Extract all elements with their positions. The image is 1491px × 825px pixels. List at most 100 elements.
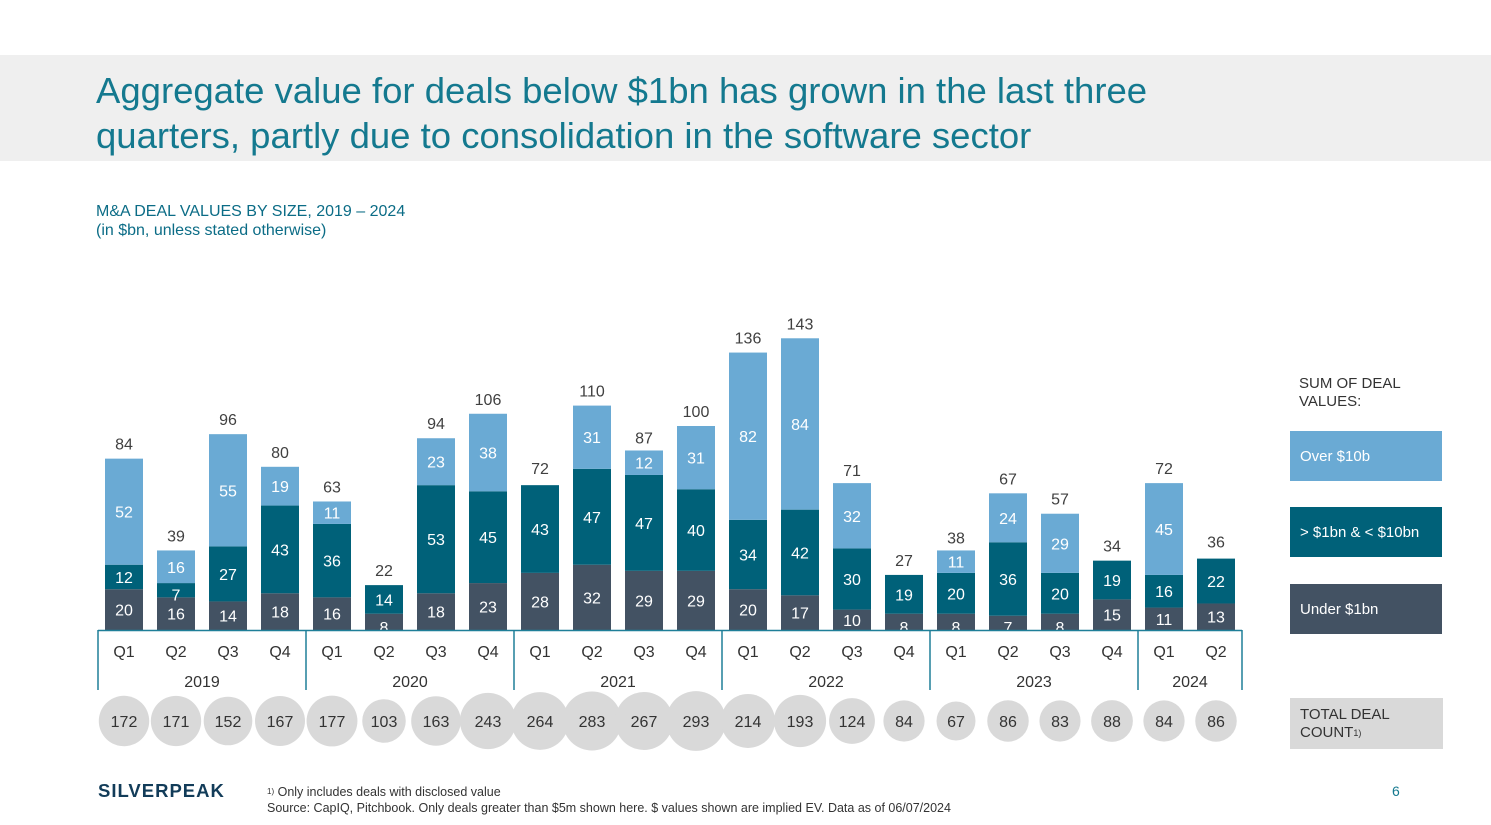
- bar-segment: [365, 613, 403, 630]
- bar-value-label: 28: [531, 594, 549, 611]
- bar-value-label: 17: [791, 606, 809, 623]
- bar-total-label: 136: [735, 331, 762, 348]
- bar-value-label: 40: [687, 523, 705, 540]
- bar-total-label: 22: [375, 563, 393, 580]
- quarter-label: Q1: [113, 644, 134, 661]
- bar-value-label: 29: [1051, 536, 1069, 553]
- bar-segment: [209, 546, 247, 602]
- bar-segment: [521, 485, 559, 573]
- bar-segment: [365, 585, 403, 614]
- deal-count-bubble: [511, 692, 569, 750]
- deal-count-label: 243: [475, 714, 502, 731]
- total-deal-count-label: TOTAL DEAL COUNT: [1300, 706, 1390, 741]
- bar-value-label: 42: [791, 545, 809, 562]
- bar-segment: [105, 458, 143, 565]
- deal-count-label: 86: [999, 714, 1017, 731]
- bar-segment: [573, 405, 611, 469]
- bar-total-label: 94: [427, 416, 445, 433]
- bar-segment: [625, 474, 663, 571]
- bar-value-label: 16: [323, 607, 341, 624]
- bar-segment: [1145, 607, 1183, 630]
- bar-value-label: 19: [1103, 573, 1121, 590]
- bar-segment: [105, 564, 143, 590]
- bar-segment: [989, 615, 1027, 630]
- deal-count-label: 283: [579, 714, 606, 731]
- bar-segment: [105, 589, 143, 630]
- deal-count-label: 88: [1103, 714, 1121, 731]
- quarter-label: Q2: [1205, 644, 1226, 661]
- bar-segment: [1041, 513, 1079, 573]
- bar-total-label: 27: [895, 553, 913, 570]
- bar-segment: [157, 583, 195, 598]
- page-title: Aggregate value for deals below $1bn has…: [96, 70, 1148, 156]
- quarter-label: Q3: [633, 644, 654, 661]
- deal-count-bubble: [987, 700, 1029, 742]
- deal-count-label: 171: [163, 714, 190, 731]
- deal-count-label: 214: [735, 714, 762, 731]
- bar-total-label: 96: [219, 412, 237, 429]
- bar-segment: [625, 450, 663, 475]
- bar-value-label: 31: [687, 451, 705, 468]
- bar-segment: [729, 589, 767, 630]
- bar-value-label: 11: [324, 506, 341, 523]
- bar-value-label: 55: [219, 483, 237, 500]
- quarter-label: Q3: [425, 644, 446, 661]
- quarter-label: Q1: [737, 644, 758, 661]
- bar-value-label: 27: [219, 567, 237, 584]
- bar-segment: [209, 434, 247, 547]
- bar-segment: [885, 574, 923, 614]
- bar-value-label: 24: [999, 511, 1017, 528]
- bar-value-label: 45: [1155, 522, 1173, 539]
- bar-total-label: 72: [1155, 461, 1173, 478]
- deal-count-label: 163: [423, 714, 450, 731]
- bar-total-label: 72: [531, 461, 549, 478]
- page-number: 6: [1392, 783, 1400, 799]
- quarter-label: Q4: [269, 644, 290, 661]
- bar-segment: [989, 493, 1027, 543]
- bar-value-label: 14: [375, 592, 393, 609]
- bar-value-label: 15: [1103, 608, 1121, 625]
- year-label: 2019: [184, 674, 220, 691]
- bar-segment: [1197, 603, 1235, 630]
- source-text: Source: CapIQ, Pitchbook. Only deals gre…: [267, 801, 951, 815]
- bar-value-label: 8: [1056, 620, 1065, 637]
- bar-total-label: 84: [115, 437, 133, 454]
- deal-count-bubble: [562, 691, 622, 751]
- bar-value-label: 18: [427, 605, 445, 622]
- deal-count-label: 177: [319, 714, 346, 731]
- bar-total-label: 143: [787, 316, 814, 333]
- bar-segment: [469, 413, 507, 492]
- deal-count-layer: 172 171 152 167 177 103 163 243 264 283 267 293 214 1…: [98, 691, 1237, 751]
- bar-total-label: 34: [1103, 539, 1121, 556]
- bar-segment: [833, 483, 871, 549]
- bar-segment: [313, 501, 351, 524]
- deal-count-label: 86: [1207, 714, 1225, 731]
- deal-count-label: 267: [631, 714, 658, 731]
- bar-segment: [677, 489, 715, 571]
- bar-value-label: 84: [791, 417, 809, 434]
- deal-count-bubble: [362, 699, 406, 743]
- bar-total-label: 110: [579, 384, 605, 401]
- total-deal-count-note: 1): [1353, 728, 1362, 738]
- bar-total-label: 67: [999, 471, 1017, 488]
- bar-segment: [417, 593, 455, 630]
- deal-count-bubble: [1039, 700, 1081, 742]
- bar-segment: [1145, 483, 1183, 575]
- bar-value-label: 45: [479, 530, 497, 547]
- bar-segment: [1041, 613, 1079, 630]
- deal-count-bubble: [1091, 700, 1133, 742]
- quarter-label: Q2: [581, 644, 602, 661]
- footnote-marker: 1): [267, 787, 275, 796]
- bar-segment: [313, 597, 351, 630]
- bar-segment: [261, 593, 299, 630]
- deal-count-bubble: [306, 695, 358, 747]
- bar-value-label: 20: [1051, 586, 1069, 603]
- quarter-label: Q2: [789, 644, 810, 661]
- year-label: 2024: [1172, 674, 1208, 691]
- deal-count-label: 167: [267, 714, 294, 731]
- quarter-label: Q4: [477, 644, 498, 661]
- bar-segment: [833, 609, 871, 630]
- bar-value-label: 7: [1004, 620, 1013, 637]
- axis-layer: Q1 Q2 Q3 Q4 Q1 Q2 Q3 Q4 Q1 Q2 Q3 Q4 Q1 Q2 Q3 Q4 Q1 Q2 Q3 Q4…: [97, 629, 1243, 691]
- bar-segment: [417, 485, 455, 594]
